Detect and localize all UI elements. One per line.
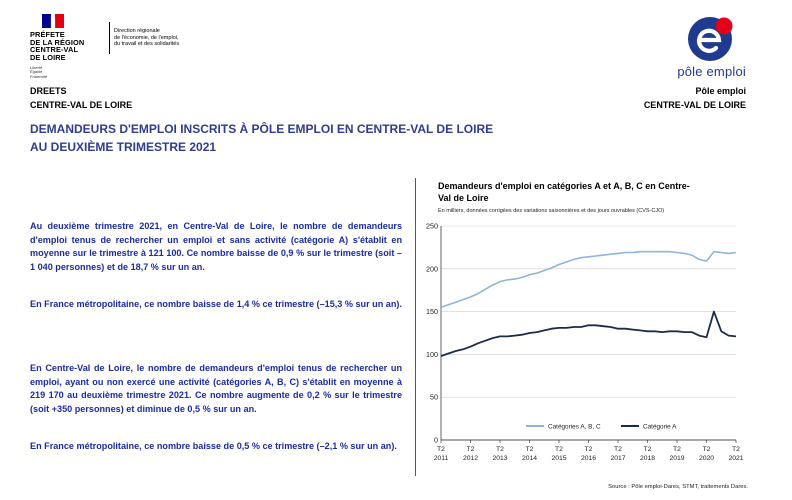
x-tick-quarter-label: T2: [467, 446, 475, 453]
series-line-categorie-a: [440, 310, 737, 357]
left-org-header: DREETS CENTRE-VAL DE LOIRE: [30, 84, 132, 112]
column-divider: [415, 178, 416, 476]
republic-motto: Liberté Égalité Fraternité: [30, 65, 48, 79]
series-line-categories-abc: [440, 250, 737, 309]
x-tick-year-label: 2013: [492, 455, 507, 462]
x-tick-quarter-label: T2: [585, 446, 593, 453]
x-tick-quarter-label: T2: [526, 446, 534, 453]
x-tick-year-label: 2017: [610, 455, 625, 462]
legend-label: Catégorie A: [643, 423, 677, 430]
legend-label: Catégories A, B, C: [548, 423, 601, 430]
paragraph-cat-abc-region: En Centre-Val de Loire, le nombre de dem…: [30, 363, 402, 414]
y-tick-label: 250: [426, 222, 438, 231]
line-chart: 0 50 100 150 200 250 T2 2011 T2 2012 T2 2013 T2 2014…: [426, 222, 744, 463]
prefecture-name: PRÉFETE DE LA RÉGION CENTRE-VAL DE LOIRE: [30, 30, 85, 62]
right-org-name: Pôle emploi: [695, 86, 746, 96]
y-tick-label: 100: [426, 350, 438, 359]
pole-emploi-logo-icon: [688, 17, 733, 61]
right-org-header: Pôle emploi CENTRE-VAL DE LOIRE: [644, 84, 746, 112]
x-tick-year-label: 2014: [522, 455, 537, 462]
x-tick-year-label: 2021: [728, 455, 743, 462]
x-tick-year-label: 2015: [551, 455, 566, 462]
paragraph-cat-a-france: En France métropolitaine, ce nombre bais…: [30, 299, 402, 309]
chart-subtitle: En milliers, données corrigées des varia…: [438, 208, 665, 214]
x-tick-quarter-label: T2: [437, 446, 445, 453]
marianne-flag-icon: [42, 14, 64, 28]
x-tick-quarter-label: T2: [644, 446, 652, 453]
x-tick-quarter-label: T2: [614, 446, 622, 453]
direction-regionale-label: Direction régionale de l'économie, de l'…: [114, 28, 180, 48]
left-org-name: DREETS: [30, 86, 67, 96]
x-axis-ticks: T2 2011 T2 2012 T2 2013 T2 2014 T2 2015 T2 2016 T2 20…: [434, 440, 744, 462]
chart-legend: Catégories A, B, C Catégorie A: [526, 423, 677, 430]
y-tick-label: 50: [430, 393, 438, 402]
chart-grid: [440, 225, 736, 441]
left-org-region: CENTRE-VAL DE LOIRE: [30, 100, 133, 110]
x-tick-year-label: 2019: [669, 455, 684, 462]
y-tick-label: 200: [426, 264, 438, 273]
x-tick-quarter-label: T2: [732, 446, 740, 453]
y-tick-label: 0: [434, 436, 438, 445]
paragraph-cat-abc-france: En France métropolitaine, ce nombre bais…: [30, 441, 397, 451]
x-tick-year-label: 2016: [581, 455, 596, 462]
logo-divider: [109, 22, 110, 54]
x-tick-quarter-label: T2: [496, 446, 504, 453]
chart-series: [440, 250, 737, 357]
x-tick-quarter-label: T2: [703, 446, 711, 453]
x-tick-year-label: 2012: [463, 455, 478, 462]
right-org-region: CENTRE-VAL DE LOIRE: [643, 100, 746, 110]
paragraph-cat-a-region: Au deuxième trimestre 2021, en Centre-Va…: [30, 221, 402, 272]
page-title: DEMANDEURS D'EMPLOI INSCRITS À PÔLE EMPL…: [30, 122, 494, 154]
source-note: Source : Pôle emploi-Dares, STMT, traite…: [608, 484, 748, 490]
x-tick-quarter-label: T2: [555, 446, 563, 453]
chart-title: Demandeurs d'emploi en catégories A et A…: [438, 181, 690, 203]
x-tick-quarter-label: T2: [673, 446, 681, 453]
y-axis-ticks: 0 50 100 150 200 250: [426, 222, 438, 445]
x-tick-year-label: 2018: [640, 455, 655, 462]
x-tick-year-label: 2011: [434, 455, 449, 462]
pole-emploi-wordmark: pôle emploi: [677, 64, 746, 79]
x-tick-year-label: 2020: [699, 455, 714, 462]
y-tick-label: 150: [426, 307, 438, 316]
